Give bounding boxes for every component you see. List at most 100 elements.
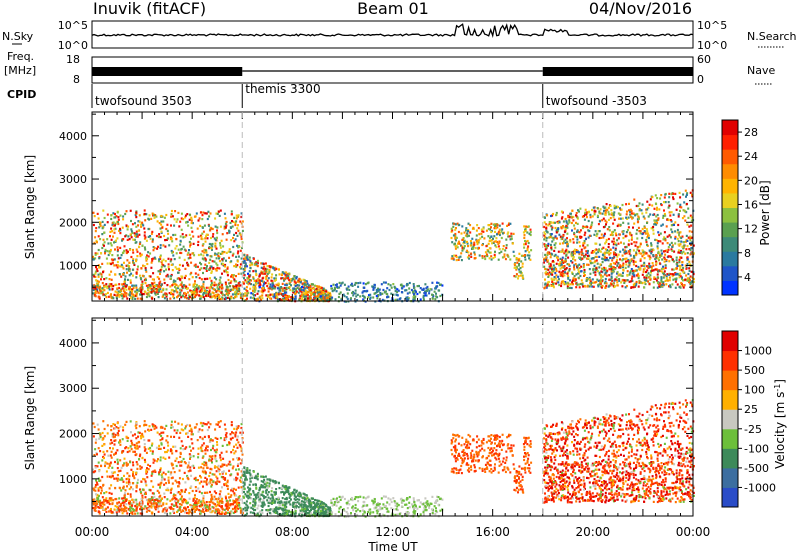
power-cell — [646, 208, 649, 211]
power-cell — [604, 210, 607, 213]
power-cell — [546, 253, 549, 256]
power-cell — [113, 216, 116, 219]
velocity-cell — [225, 450, 228, 453]
power-cell — [596, 215, 599, 219]
power-cell — [232, 236, 234, 240]
power-cell — [351, 291, 354, 295]
power-cell — [120, 263, 123, 266]
power-cell — [109, 230, 112, 233]
power-cell — [161, 295, 164, 298]
power-cell — [99, 290, 102, 293]
power-cell — [215, 293, 217, 296]
power-cell — [633, 269, 636, 273]
power-cell — [636, 246, 639, 249]
power-cell — [319, 289, 322, 292]
power-cell — [472, 247, 475, 250]
power-cell — [549, 264, 552, 267]
power-cell — [261, 280, 264, 283]
power-cell — [546, 230, 549, 233]
power-cell — [613, 218, 616, 221]
power-cell — [237, 214, 240, 217]
velocity-cell — [162, 477, 165, 480]
power-cell — [665, 249, 668, 252]
power-cell — [518, 270, 521, 274]
power-cell — [574, 235, 577, 238]
power-cell — [210, 271, 213, 274]
power-cell — [97, 296, 100, 299]
power-cell — [133, 232, 136, 235]
power-cell — [277, 282, 280, 285]
velocity-cell — [170, 487, 173, 490]
power-cell — [674, 242, 677, 245]
power-ylabel: Slant Range [km] — [23, 155, 37, 259]
power-cell — [515, 257, 518, 260]
power-cell — [182, 284, 185, 287]
power-cell — [688, 260, 691, 263]
power-cell — [645, 228, 648, 231]
velocity-cell — [159, 467, 162, 470]
power-cell — [622, 232, 625, 236]
velocity-cell — [126, 485, 128, 488]
power-cell — [107, 295, 110, 298]
power-cell — [219, 225, 222, 228]
power-cell — [239, 292, 242, 295]
velocity-cell — [239, 479, 242, 482]
power-cell — [211, 283, 214, 286]
colorbar-segment — [722, 251, 738, 267]
power-cell — [602, 236, 605, 239]
power-cell — [324, 295, 327, 298]
power-cell — [518, 264, 520, 267]
power-cell — [216, 266, 219, 270]
power-cell — [546, 252, 549, 255]
power-cell — [354, 289, 357, 292]
power-cell — [159, 272, 161, 275]
power-cell — [110, 238, 113, 241]
power-cell — [545, 236, 548, 240]
power-cell — [105, 293, 108, 296]
power-cell — [237, 229, 240, 232]
power-cell — [151, 282, 154, 285]
power-cell — [384, 281, 387, 284]
power-cell — [119, 265, 122, 268]
velocity-cell — [98, 470, 101, 473]
power-cell — [154, 284, 156, 288]
power-cell — [453, 222, 456, 225]
power-cell — [645, 240, 648, 244]
power-cell — [666, 250, 669, 253]
power-cell — [643, 226, 646, 229]
velocity-cell — [98, 432, 101, 435]
power-cell — [617, 212, 620, 215]
power-cell — [270, 276, 273, 279]
power-cell — [677, 240, 680, 243]
velocity-cell — [238, 499, 241, 502]
power-cell — [150, 266, 153, 269]
power-cell — [477, 241, 480, 244]
power-cell — [167, 266, 170, 269]
power-cell — [205, 294, 207, 297]
velocity-cell — [93, 498, 96, 501]
power-cell — [507, 223, 510, 226]
velocity-cell — [158, 471, 161, 474]
power-cell — [208, 224, 210, 227]
power-cell — [203, 289, 206, 292]
power-cell — [245, 256, 248, 259]
power-cell — [602, 258, 605, 261]
power-cell — [624, 286, 627, 289]
velocity-cell — [189, 457, 191, 460]
power-cell — [604, 280, 607, 283]
power-cell — [604, 213, 607, 216]
power-cell — [168, 292, 171, 295]
power-cell — [423, 292, 426, 295]
power-cell — [555, 214, 558, 217]
power-cell — [463, 240, 466, 243]
power-cell — [581, 282, 584, 285]
power-cell — [245, 280, 248, 283]
power-cell — [469, 244, 472, 247]
power-cell — [662, 214, 665, 217]
velocity-cell — [171, 452, 174, 455]
power-cell — [217, 287, 220, 291]
power-cell — [627, 265, 630, 268]
power-cell — [669, 286, 672, 289]
velocity-cell — [240, 480, 243, 483]
power-cell — [612, 284, 615, 288]
